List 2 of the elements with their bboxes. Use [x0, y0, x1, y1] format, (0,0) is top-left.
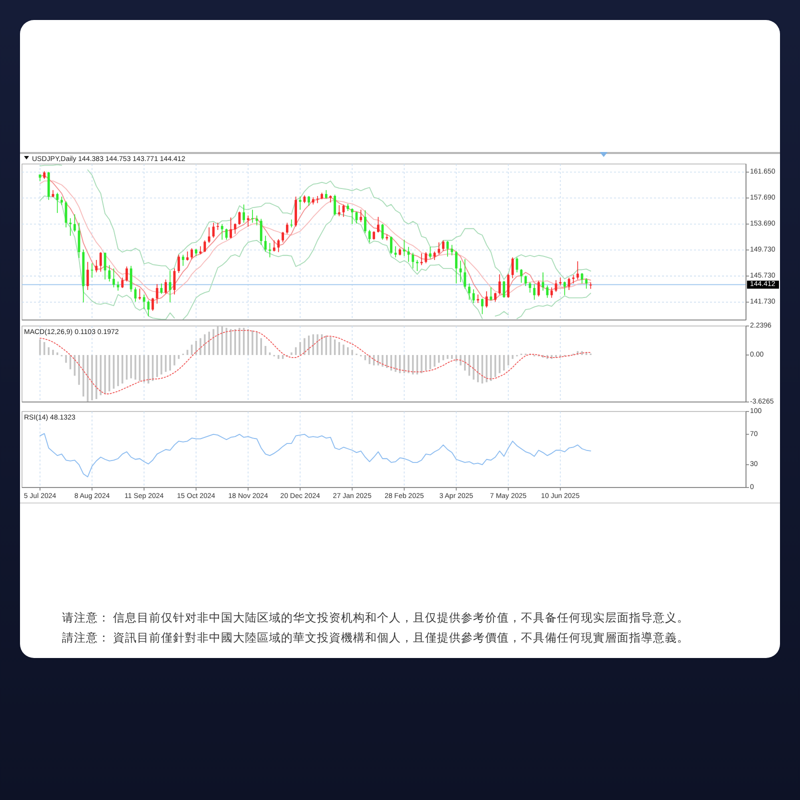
text: 请注意： 信息目前仅针对非中国大陆区域的华文投资机构和个人，且仅提供参考价值，不具备任何现实层面指导意义。: [62, 610, 690, 624]
text: 請注意： 資訊目前僅針對非中國大陸區域的華文投資機構和個人，且僅提供參考價值，不具備任何現實層面指導意義。: [62, 630, 690, 644]
